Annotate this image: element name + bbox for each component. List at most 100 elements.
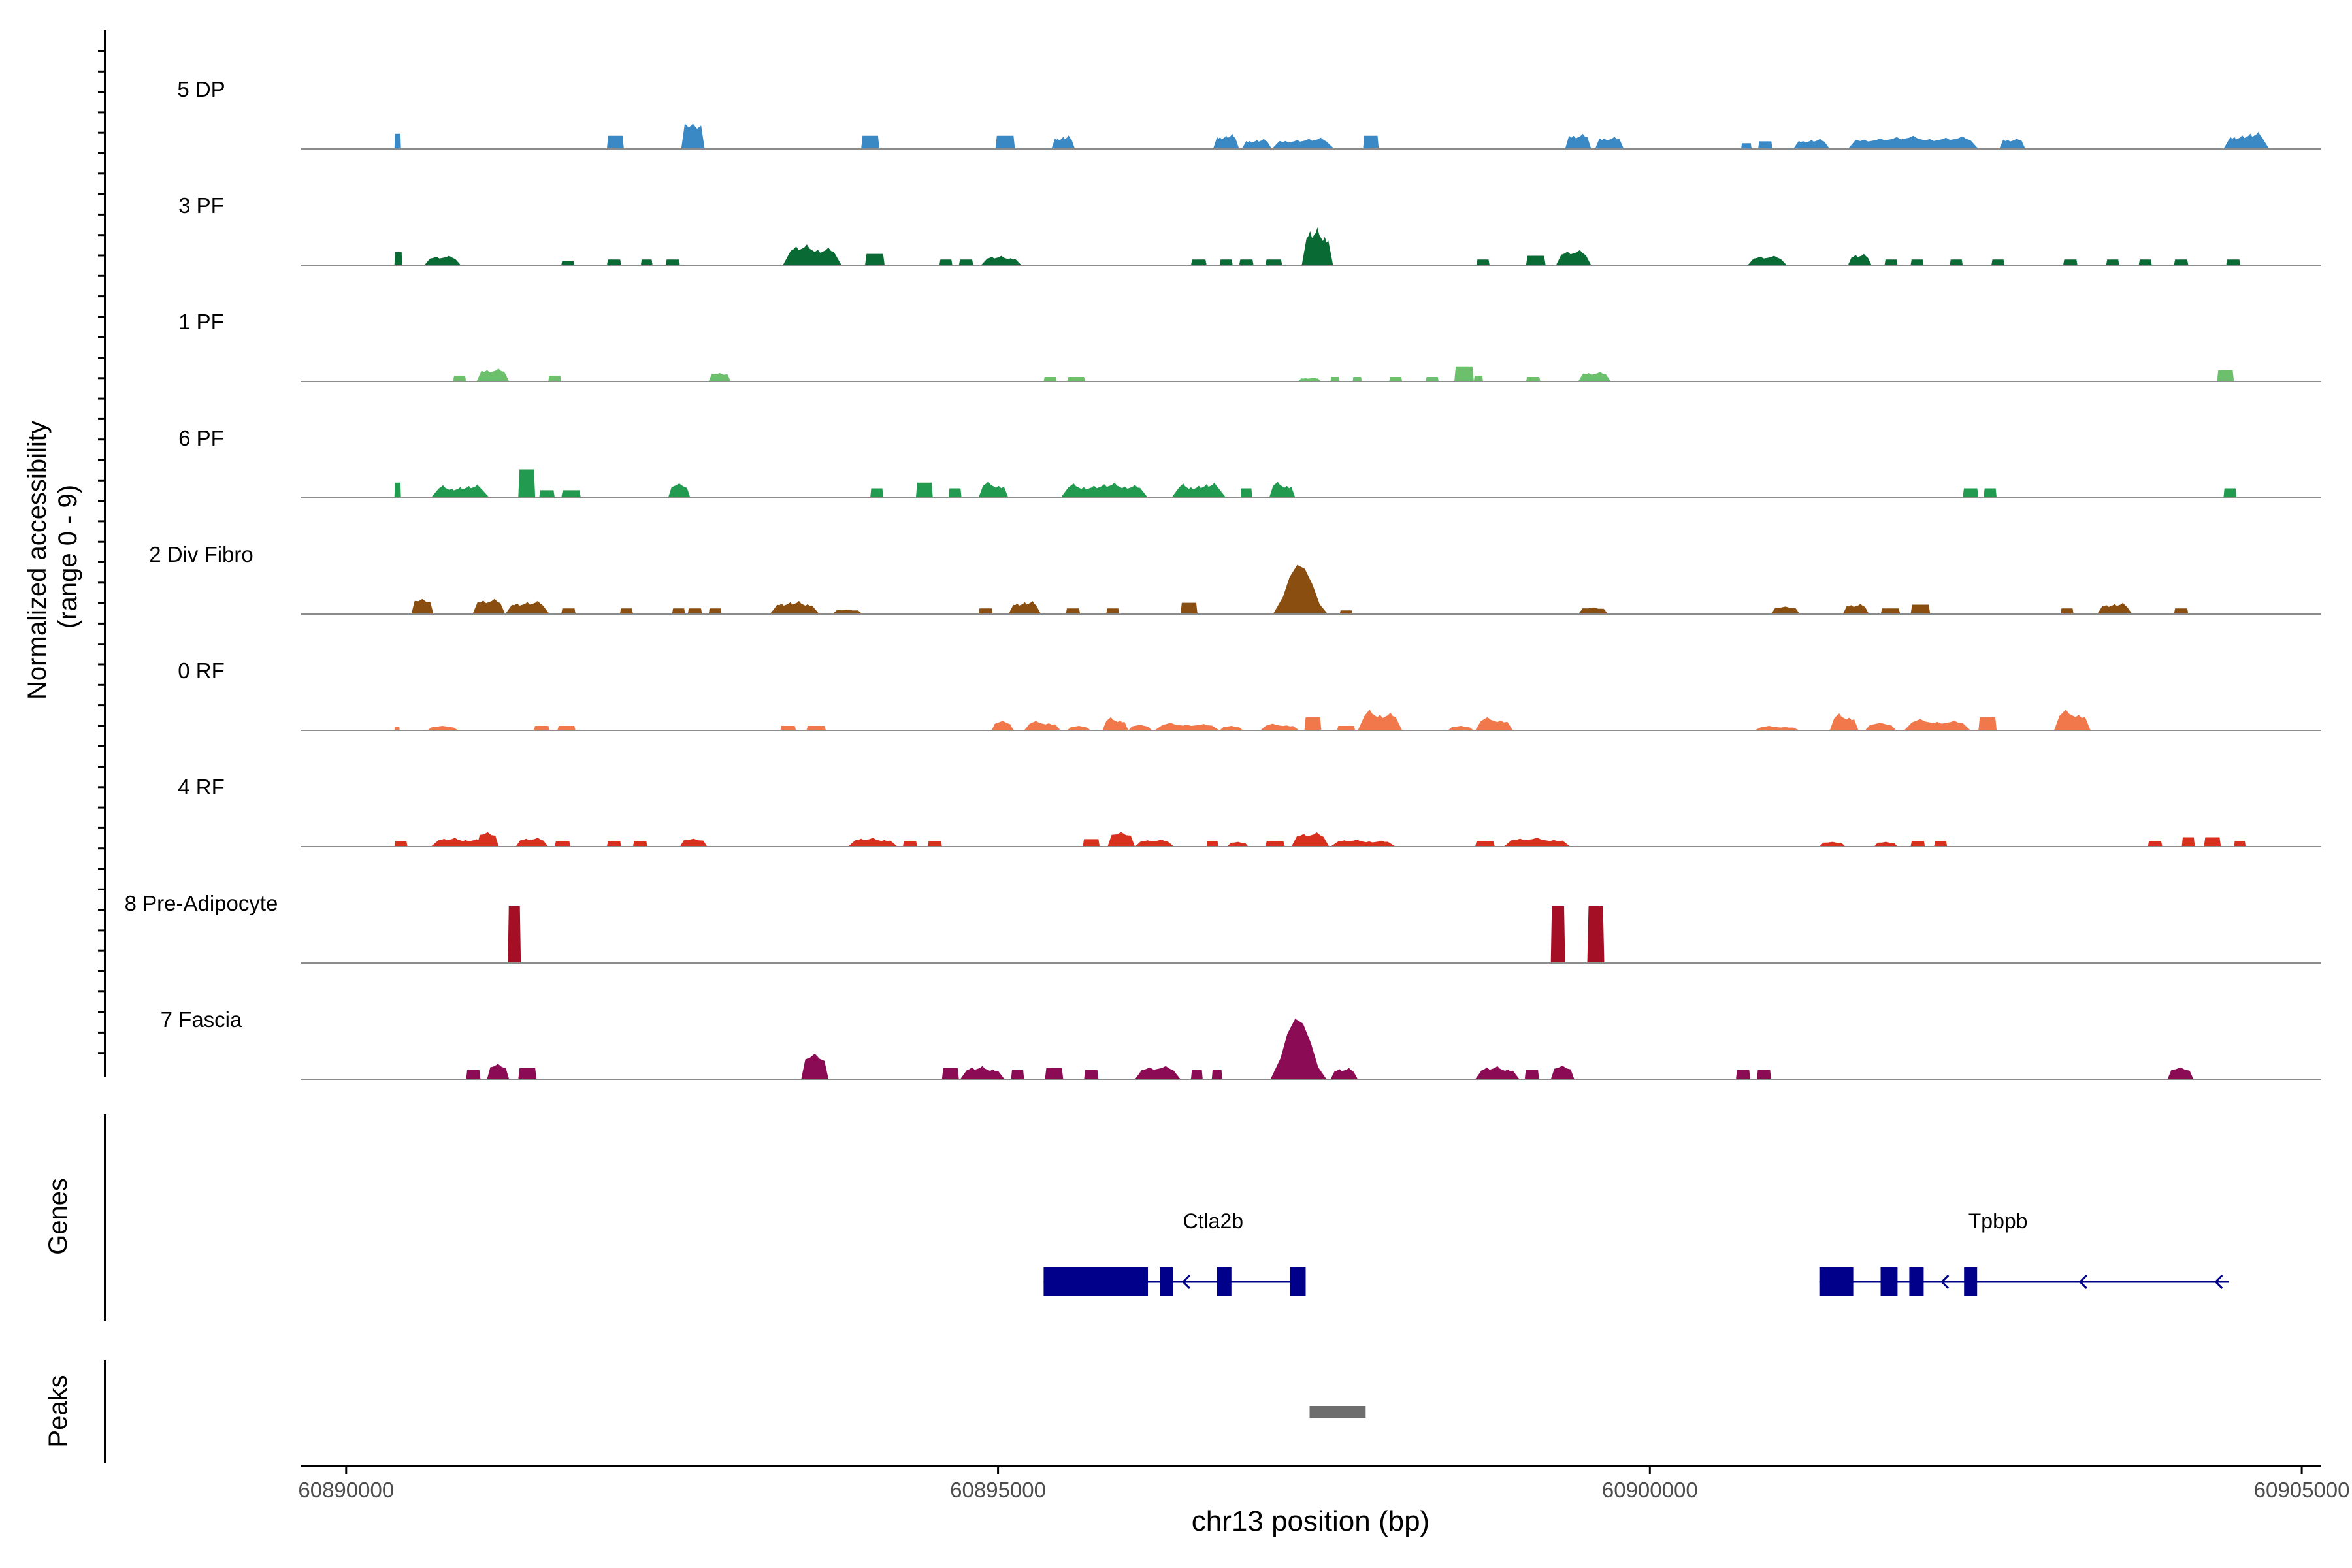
coverage-peak [1265, 259, 1282, 265]
y-axis-title: Normalized accessibility (range 0 - 9) [23, 414, 82, 700]
coverage-peak [1595, 137, 1624, 149]
coverage-peak [606, 135, 624, 149]
coverage-peak [1067, 377, 1086, 382]
coverage-peak [780, 726, 796, 730]
track-8-pre-adipocyte: 8 Pre-Adipocyte [125, 891, 2321, 964]
coverage-peak [1045, 1068, 1064, 1079]
coverage-peak [1848, 253, 1872, 265]
coverage-peak [1128, 725, 1152, 730]
coverage-peak [1051, 135, 1075, 149]
coverage-peak [1904, 719, 1971, 730]
coverage-peak [1304, 717, 1322, 730]
coverage-peak [1298, 378, 1322, 382]
coverage-peak [1819, 841, 1846, 847]
coverage-peak [1910, 604, 1931, 614]
coverage-peak [1363, 135, 1379, 149]
coverage-peak [508, 906, 521, 963]
gene-exon [1217, 1267, 1232, 1296]
y-axis-title-line-2: (range 0 - 9) [54, 485, 82, 629]
coverage-tracks: 5 DP 3 PF 1 PF 6 PF 2 Div Fibro 0 RF 4 RF 8 Pre… [125, 77, 2321, 1080]
track-label: 8 Pre-Adipocyte [125, 891, 278, 915]
coverage-peak [466, 1070, 481, 1079]
coverage-peak [995, 135, 1015, 149]
track-label: 6 PF [178, 426, 224, 450]
coverage-peak [1524, 1070, 1539, 1079]
coverage-peak [1950, 259, 1963, 265]
track-0-rf: 0 RF [178, 659, 2321, 731]
coverage-peak [2204, 837, 2221, 847]
coverage-peak [1741, 143, 1752, 149]
coverage-peak [394, 841, 408, 847]
x-axis-ticks: 60890000 60895000 60900000 60905000 [298, 1466, 2350, 1502]
coverage-peak [1240, 488, 1252, 498]
coverage-peak [394, 133, 401, 149]
x-tick-label: 60890000 [298, 1478, 394, 1502]
coverage-peak [539, 490, 555, 498]
coverage-peak [1043, 377, 1057, 382]
coverage-peak [1337, 726, 1356, 730]
coverage-peak [1389, 377, 1403, 382]
track-label: 1 PF [178, 310, 224, 334]
coverage-peak [1067, 726, 1091, 730]
coverage-peak [806, 726, 826, 730]
coverage-peak [1269, 482, 1296, 498]
coverage-peak [1793, 139, 1830, 149]
coverage-peak [1339, 610, 1353, 614]
track-4-rf: 4 RF [178, 775, 2321, 847]
coverage-peak [1301, 227, 1333, 265]
coverage-peak [1556, 250, 1592, 265]
gene-label: Ctla2b [1183, 1209, 1244, 1233]
coverage-peak [561, 261, 575, 265]
track-5-dp: 5 DP [177, 77, 2321, 150]
coverage-peak [1757, 1070, 1771, 1079]
coverage-peak [1578, 372, 1611, 382]
coverage-peak [2234, 841, 2246, 847]
coverage-peak [832, 610, 863, 614]
coverage-peak [1473, 376, 1483, 382]
coverage-peak [991, 721, 1014, 730]
coverage-peak [1476, 259, 1490, 265]
coverage-peak [1084, 1070, 1099, 1079]
x-axis-title: chr13 position (bp) [1192, 1505, 1429, 1537]
coverage-peak [561, 608, 576, 614]
coverage-peak [1358, 710, 1403, 730]
coverage-peak [1060, 482, 1149, 498]
coverage-peak [2063, 259, 2078, 265]
track-label: 7 Fascia [161, 1007, 242, 1032]
coverage-peak [534, 726, 550, 730]
coverage-peak [1227, 841, 1249, 847]
coverage-peak [518, 469, 536, 498]
coverage-peak [665, 259, 680, 265]
track-6-pf: 6 PF [178, 426, 2321, 498]
coverage-peak [1107, 832, 1135, 847]
coverage-peak [1011, 1070, 1024, 1079]
coverage-peak [431, 838, 490, 847]
coverage-peak [453, 376, 466, 382]
track-label: 4 RF [178, 775, 225, 799]
coverage-peak [681, 123, 705, 149]
coverage-peak [915, 482, 933, 498]
coverage-peak [2217, 370, 2234, 382]
coverage-peak [1171, 482, 1226, 498]
coverage-peak [2097, 602, 2132, 614]
track-label: 0 RF [178, 659, 225, 683]
x-tick-label: 60905000 [2254, 1478, 2350, 1502]
coverage-peak [476, 368, 510, 382]
coverage-peak [476, 832, 499, 847]
coverage-peak [960, 1066, 1005, 1079]
coverage-peak [1963, 488, 1979, 498]
coverage-peak [1578, 607, 1609, 614]
peak-track [1309, 1406, 1366, 1418]
coverage-peak [1135, 840, 1174, 847]
coverage-peak [1083, 839, 1100, 847]
coverage-peak [708, 608, 722, 614]
coverage-peak [1206, 841, 1218, 847]
coverage-peak [1880, 608, 1901, 614]
coverage-peak [606, 259, 621, 265]
coverage-peak [427, 726, 459, 730]
coverage-peak [1448, 726, 1474, 730]
gene-annotation-track: Ctla2b Tpbpb [1043, 1209, 2229, 1296]
strand-arrow [2214, 1274, 2223, 1290]
coverage-peak [958, 259, 973, 265]
